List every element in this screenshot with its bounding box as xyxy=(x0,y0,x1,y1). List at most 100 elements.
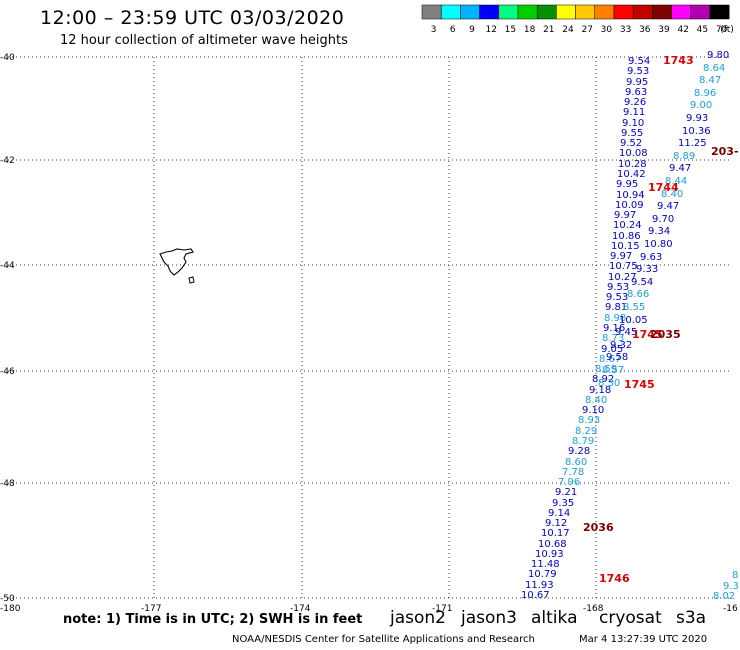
pass-time-label: 1745 xyxy=(632,328,663,341)
wave-height-value: 10.80 xyxy=(644,239,673,250)
wave-height-value: 8.96 xyxy=(694,88,716,99)
wave-height-value: 9.53 xyxy=(607,282,629,293)
wave-height-value: 8.73 xyxy=(602,333,624,344)
island-outline xyxy=(159,248,194,276)
wave-height-value: 9.18 xyxy=(589,385,611,396)
wave-height-value: 9.54 xyxy=(628,56,650,67)
color-scale-swatch xyxy=(613,4,634,20)
footer-timestamp: Mar 4 13:27:39 UTC 2020 xyxy=(579,634,708,645)
wave-height-value: 8.30 xyxy=(598,378,620,389)
color-scale-label: 70 xyxy=(716,25,728,35)
islet-outline xyxy=(188,276,195,284)
color-scale-swatch xyxy=(440,4,461,20)
wave-height-value: 8.44 xyxy=(665,176,687,187)
wave-height-value: 9.10 xyxy=(582,405,604,416)
wave-height-value: 10.05 xyxy=(619,315,648,326)
wave-height-value: 9.63 xyxy=(640,252,662,263)
wave-height-value: 8.57 xyxy=(602,365,624,376)
color-scale-swatch xyxy=(517,4,538,20)
wave-height-value: 9.47 xyxy=(669,163,691,174)
color-scale-swatch xyxy=(479,4,500,20)
wave-height-value: 8.40 xyxy=(585,395,607,406)
color-scale-label: 15 xyxy=(505,25,516,35)
color-scale-swatch xyxy=(652,4,672,20)
latitude-label: -40 xyxy=(0,53,15,63)
wave-height-value: 10.24 xyxy=(613,220,642,231)
color-scale-label: 12 xyxy=(485,25,496,35)
pass-time-label: 203- xyxy=(711,145,739,158)
page-subtitle: 12 hour collection of altimeter wave hei… xyxy=(60,33,348,48)
wave-height-value: 9.97 xyxy=(610,251,632,262)
wave-height-value: 11.48 xyxy=(531,559,560,570)
wave-height-value: 9.53 xyxy=(606,292,628,303)
color-scale-swatch xyxy=(594,4,615,20)
color-scale-swatch xyxy=(460,4,480,20)
wave-height-value: 10.79 xyxy=(528,569,557,580)
page-title: 12:00 – 23:59 UTC 03/03/2020 xyxy=(40,7,345,29)
wave-height-value: 8.89 xyxy=(673,151,695,162)
wave-height-value: 9.95 xyxy=(626,77,648,88)
color-scale-label: 45 xyxy=(697,25,708,35)
longitude-label: -171 xyxy=(432,604,452,614)
color-scale-swatch xyxy=(632,4,653,20)
color-scale-label: 39 xyxy=(658,25,670,35)
wave-height-value: 9.80 xyxy=(707,50,729,61)
pass-time-label: 1744 xyxy=(648,181,679,194)
wave-height-value: 9.58 xyxy=(606,352,628,363)
wave-height-value: 8.66 xyxy=(627,289,649,300)
color-scale-label: 9 xyxy=(469,25,475,35)
wave-height-value: 11.25 xyxy=(678,138,707,149)
legend-jason3: jason3 xyxy=(461,608,517,628)
pass-time-label: 1746 xyxy=(599,572,630,585)
wave-height-value: 8.47 xyxy=(699,75,721,86)
wave-height-value: 9.95 xyxy=(616,179,638,190)
longitude-label: -174 xyxy=(290,604,311,614)
color-scale-swatch xyxy=(709,4,730,20)
wave-height-value: 9.63 xyxy=(625,87,647,98)
wave-height-value: 9.53 xyxy=(627,66,649,77)
wave-height-value: 8.79 xyxy=(572,436,594,447)
latitude-label: -44 xyxy=(0,261,15,271)
wave-height-value: 8.02 xyxy=(713,591,735,602)
wave-height-value: 8.60 xyxy=(565,457,587,468)
wave-height-value: 8.55 xyxy=(623,302,645,313)
pass-time-label: 2035 xyxy=(650,328,681,341)
wave-height-value: 9.45 xyxy=(615,327,637,338)
wave-height-value: 11.93 xyxy=(525,580,554,591)
wave-height-value: 9.12 xyxy=(545,518,567,529)
longitude-label: -16 xyxy=(723,604,738,614)
color-scale-label: 6 xyxy=(450,25,456,35)
wave-height-value: 9.11 xyxy=(623,107,645,118)
legend-jason2: jason2 xyxy=(390,608,446,628)
wave-height-value: 10.36 xyxy=(682,126,711,137)
wave-height-value: 9.70 xyxy=(652,214,674,225)
color-scale-swatch xyxy=(671,4,692,20)
wave-height-value: 9.93 xyxy=(686,113,708,124)
footer-credit: NOAA/NESDIS Center for Satellite Applica… xyxy=(232,634,535,645)
wave-height-value: 9.54 xyxy=(631,277,653,288)
wave-height-value: 7.78 xyxy=(562,467,584,478)
wave-height-value: 9.21 xyxy=(555,487,577,498)
wave-height-value: 9.05 xyxy=(601,344,623,355)
wave-height-value: 9.55 xyxy=(621,128,643,139)
wave-height-value: 10.42 xyxy=(617,169,646,180)
wave-height-value: 10.67 xyxy=(521,590,550,601)
wave-height-value: 8.93 xyxy=(578,415,600,426)
color-scale-swatch xyxy=(575,4,596,20)
wave-height-value: 9.35 xyxy=(552,498,574,509)
color-scale-label: 30 xyxy=(601,25,613,35)
wave-height-value: 10.08 xyxy=(619,148,648,159)
wave-height-value: 10.86 xyxy=(612,231,641,242)
wave-height-value: 9.00 xyxy=(690,100,712,111)
color-scale-unit: (ft) xyxy=(720,25,734,35)
wave-height-value: 9.97 xyxy=(614,210,636,221)
wave-height-value: 9.81 xyxy=(605,302,627,313)
color-scale-swatch xyxy=(498,4,519,20)
wave-height-value: 10.93 xyxy=(535,549,564,560)
longitude-label: -180 xyxy=(0,604,21,614)
footnote: note: 1) Time is in UTC; 2) SWH is in fe… xyxy=(63,612,363,627)
wave-height-value: 9.3 xyxy=(723,581,739,592)
latitude-label: -46 xyxy=(0,367,15,377)
